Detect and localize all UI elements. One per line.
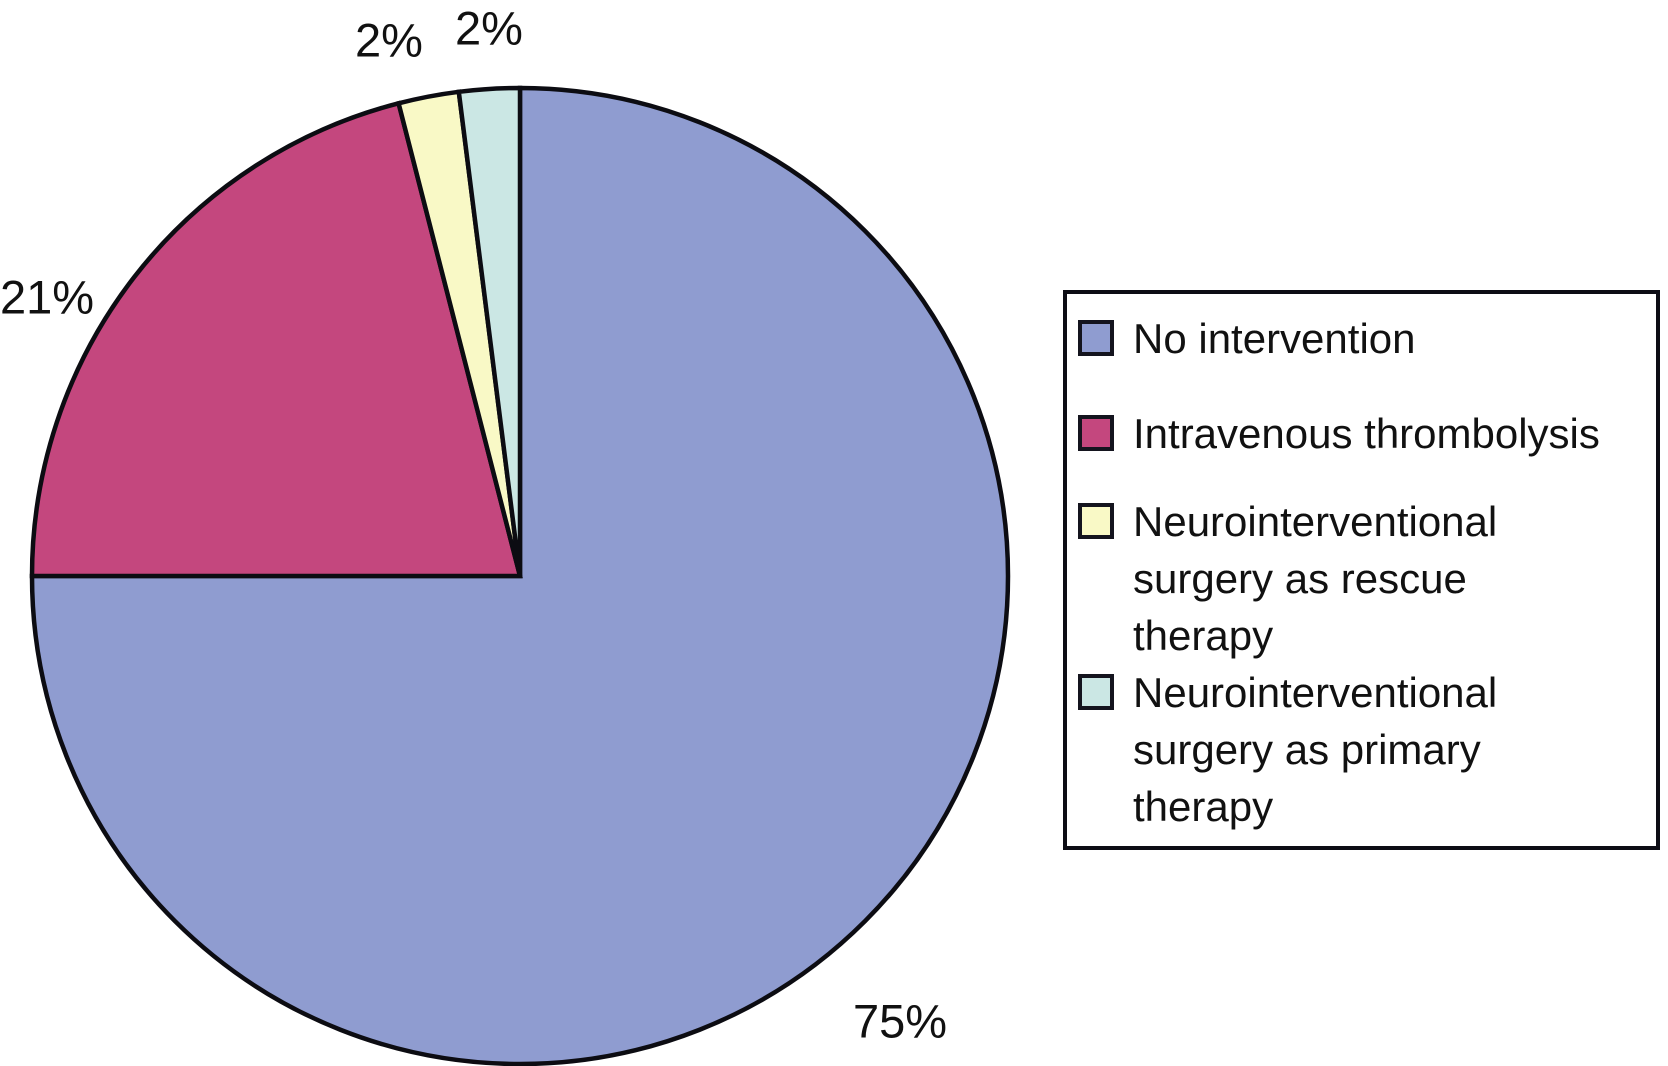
slice-value-label-primary-therapy: 2%	[455, 1, 523, 55]
legend-label-intravenous-thrombolysis: Intravenous thrombolysis	[1133, 410, 1600, 457]
legend-swatch-no-intervention	[1078, 320, 1114, 356]
slice-value-label-rescue-therapy: 2%	[355, 13, 423, 67]
legend-item-primary-therapy: Neurointerventional surgery as primary t…	[1078, 664, 1656, 835]
slice-value-label-no-intervention: 75%	[852, 994, 948, 1048]
legend-item-intravenous-thrombolysis: Intravenous thrombolysis	[1078, 405, 1656, 462]
legend-label-no-intervention: No intervention	[1133, 315, 1416, 362]
pie-slice-2	[29, 100, 523, 579]
slice-value-label-intravenous-thrombolysis: 21%	[0, 270, 95, 324]
legend-label-primary-therapy: Neurointerventional surgery as primary t…	[1133, 669, 1498, 830]
legend-label-rescue-therapy: Neurointerventional surgery as rescue th…	[1133, 498, 1498, 659]
pie-slice-4	[456, 85, 523, 577]
legend-swatch-rescue-therapy	[1078, 503, 1114, 539]
legend-item-rescue-therapy: Neurointerventional surgery as rescue th…	[1078, 493, 1656, 664]
legend-item-no-intervention: No intervention	[1078, 310, 1656, 367]
legend-swatch-intravenous-thrombolysis	[1078, 415, 1114, 451]
legend-swatch-primary-therapy	[1078, 674, 1114, 710]
pie-slice-1	[29, 85, 1011, 1066]
legend: No intervention Intravenous thrombolysis…	[1063, 290, 1660, 850]
